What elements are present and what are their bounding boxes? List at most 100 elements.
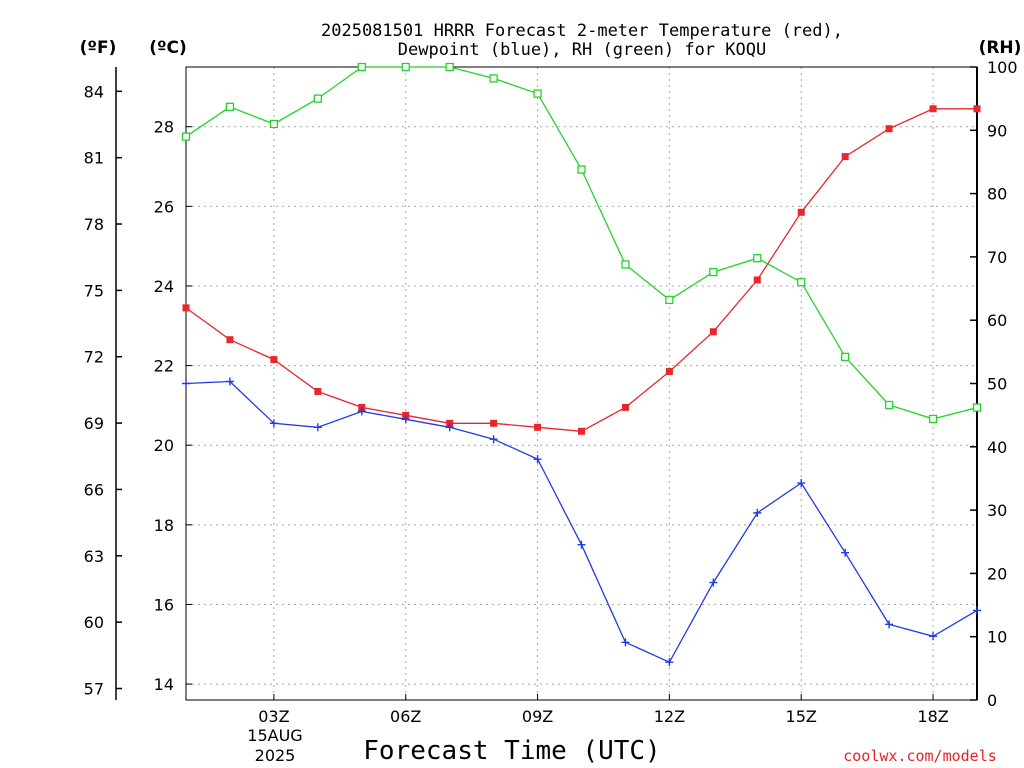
- rh-point: [533, 89, 542, 98]
- fahrenheit-tick-label: 84: [84, 82, 104, 101]
- fahrenheit-tick-label: 81: [84, 149, 104, 168]
- dewpoint-point: [841, 548, 850, 557]
- fahrenheit-tick-label: 63: [84, 547, 104, 566]
- rh-point: [621, 260, 630, 269]
- dewpoint-point: [973, 606, 981, 615]
- celsius-tick-label: 26: [154, 197, 174, 216]
- dewpoint-point: [269, 419, 278, 428]
- rh-tick-label: 90: [987, 121, 1007, 140]
- rh-tick-label: 30: [987, 501, 1007, 520]
- dewpoint-point: [225, 377, 234, 386]
- rh-tick-label: 100: [987, 58, 1018, 77]
- dewpoint-point: [445, 423, 454, 432]
- dewpoint-point: [797, 479, 806, 488]
- fahrenheit-tick-label: 57: [84, 679, 104, 698]
- credit-text: coolwx.com/models: [843, 747, 997, 765]
- celsius-unit-label: (ºC): [149, 38, 187, 58]
- rh-tick-label: 60: [987, 311, 1007, 330]
- dewpoint-point: [665, 658, 674, 667]
- dewpoint-point: [182, 379, 190, 388]
- dewpoint-point: [489, 435, 498, 444]
- rh-point: [401, 62, 410, 72]
- rh-point: [357, 62, 366, 72]
- celsius-tick-label: 22: [154, 357, 174, 376]
- rh-tick-label: 40: [987, 438, 1007, 457]
- rh-point: [577, 165, 586, 174]
- date-label-year: 2025: [255, 746, 296, 765]
- temperature-point: [578, 427, 585, 435]
- temperature-point: [665, 368, 673, 376]
- rh-point: [884, 400, 894, 410]
- temperature-point: [709, 328, 717, 336]
- rh-point: [797, 278, 806, 287]
- temperature-point: [797, 208, 805, 216]
- rh-point: [753, 254, 762, 263]
- rh-point: [972, 403, 982, 412]
- rh-unit-label: (RH): [979, 38, 1022, 58]
- plot-frame: [185, 66, 978, 701]
- temperature-point: [621, 403, 629, 411]
- dewpoint-point: [577, 540, 586, 549]
- fahrenheit-tick-label: 72: [84, 348, 104, 367]
- dewpoint-point: [709, 578, 718, 587]
- axes: 57 60 63 66 69 72 75 78 81 84 14 16 18 20 22 24 26 28 0 10 2…: [84, 58, 1018, 726]
- rh-tick-label: 10: [987, 628, 1007, 647]
- rh-point: [313, 94, 322, 103]
- series-layer: [181, 62, 982, 667]
- rh-point: [709, 267, 718, 277]
- dewpoint-point: [313, 423, 322, 432]
- temperature-point: [314, 387, 322, 395]
- grid-lines: [186, 67, 977, 700]
- chart-title-line2: Dewpoint (blue), RH (green) for KOQU: [398, 40, 766, 60]
- dewpoint-series-line: [185, 380, 978, 664]
- rh-series-line: [185, 66, 978, 420]
- dewpoint-point: [357, 407, 366, 416]
- fahrenheit-tick-label: 75: [84, 281, 104, 300]
- x-tick-label: 18Z: [917, 707, 948, 726]
- rh-point: [489, 74, 498, 83]
- x-tick-label: 03Z: [258, 707, 289, 726]
- temperature-series-line: [185, 108, 977, 432]
- rh-point: [665, 295, 674, 305]
- rh-point: [225, 102, 235, 112]
- temperature-point: [490, 419, 498, 427]
- temperature-point: [182, 304, 190, 312]
- celsius-tick-label: 28: [154, 118, 174, 137]
- x-tick-label: 15Z: [786, 707, 817, 726]
- fahrenheit-tick-label: 60: [84, 613, 104, 632]
- temperature-point: [885, 125, 893, 133]
- temperature-point: [753, 276, 761, 284]
- x-axis-title: Forecast Time (UTC): [363, 736, 660, 766]
- temperature-point: [226, 336, 234, 344]
- x-tick-label: 06Z: [390, 707, 421, 726]
- dewpoint-point: [621, 638, 630, 647]
- x-tick-label: 09Z: [522, 707, 553, 726]
- celsius-tick-label: 24: [154, 277, 174, 296]
- chart-title-line1: 2025081501 HRRR Forecast 2-meter Tempera…: [321, 21, 843, 41]
- x-tick-label: 12Z: [654, 707, 685, 726]
- dewpoint-point: [885, 620, 894, 629]
- temperature-point: [841, 153, 849, 161]
- date-label-day: 15AUG: [247, 726, 302, 745]
- celsius-tick-label: 14: [154, 675, 174, 694]
- celsius-tick-label: 20: [154, 436, 174, 455]
- dewpoint-point: [401, 415, 410, 424]
- fahrenheit-tick-label: 78: [84, 215, 104, 234]
- rh-point: [928, 414, 938, 424]
- dewpoint-point: [533, 455, 542, 464]
- fahrenheit-tick-label: 66: [84, 480, 104, 499]
- temperature-point: [270, 356, 278, 364]
- dewpoint-point: [753, 508, 762, 517]
- rh-point: [445, 62, 454, 72]
- fahrenheit-tick-label: 69: [84, 414, 104, 433]
- celsius-tick-label: 16: [154, 595, 174, 614]
- rh-tick-label: 0: [987, 691, 997, 710]
- rh-tick-label: 70: [987, 248, 1007, 267]
- celsius-tick-label: 18: [154, 516, 174, 535]
- rh-tick-label: 20: [987, 564, 1007, 583]
- temperature-point: [534, 423, 542, 431]
- temperature-point: [929, 105, 937, 113]
- fahrenheit-unit-label: (ºF): [80, 38, 117, 58]
- rh-point: [269, 119, 279, 129]
